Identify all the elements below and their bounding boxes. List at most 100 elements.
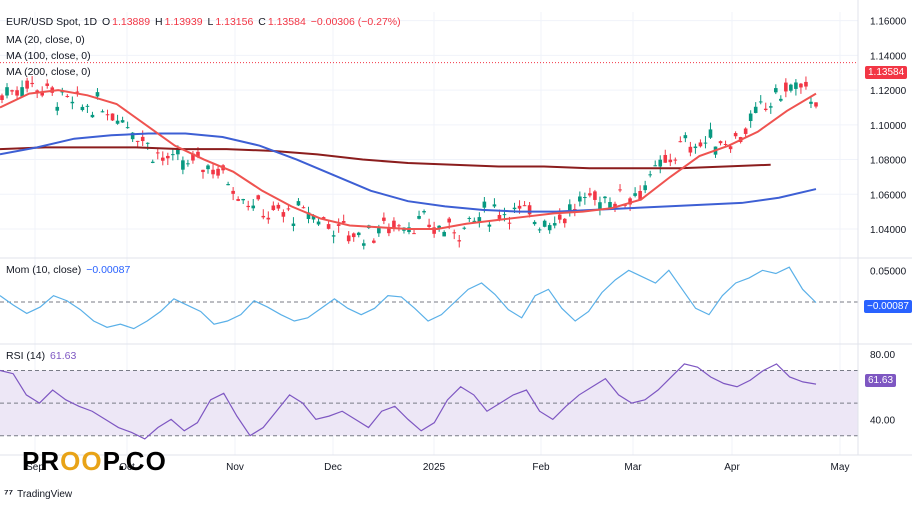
candle-body bbox=[487, 224, 492, 227]
candle-body bbox=[583, 197, 587, 199]
candle-body bbox=[608, 202, 612, 210]
candle-body bbox=[482, 201, 487, 208]
candle-body bbox=[507, 222, 512, 224]
candle-body bbox=[794, 82, 798, 89]
candle-body bbox=[623, 204, 627, 206]
candle-body bbox=[748, 113, 753, 121]
candle-body bbox=[181, 160, 185, 170]
candle-body bbox=[251, 205, 256, 209]
candle-body bbox=[176, 149, 180, 155]
candle-body bbox=[0, 95, 4, 101]
candle-body bbox=[372, 240, 376, 243]
candle-body bbox=[281, 212, 286, 217]
candle-body bbox=[276, 204, 281, 209]
candle-body bbox=[261, 215, 266, 218]
candle-body bbox=[382, 217, 386, 221]
mom-tag: −0.00087 bbox=[864, 300, 912, 313]
candle-body bbox=[5, 87, 9, 96]
candle-body bbox=[743, 128, 748, 134]
candle-body bbox=[115, 120, 120, 124]
price-tick-label: 1.12000 bbox=[870, 86, 907, 97]
candle-body bbox=[266, 217, 271, 220]
candle-body bbox=[809, 101, 813, 104]
brand-part-1: PR bbox=[22, 446, 61, 476]
candle-body bbox=[567, 204, 572, 211]
candle-body bbox=[186, 163, 190, 165]
price-tag: 1.13584 bbox=[865, 66, 908, 79]
candle-body bbox=[361, 243, 366, 246]
candle-body bbox=[120, 120, 125, 123]
candle-body bbox=[55, 106, 60, 111]
mom-tick-label: 0.05000 bbox=[870, 266, 907, 277]
low-label: L bbox=[207, 16, 214, 28]
candle-body bbox=[70, 101, 75, 104]
candle-body bbox=[603, 196, 607, 199]
tradingview-footer[interactable]: ⁷⁷ TradingView bbox=[4, 488, 72, 500]
candle-body bbox=[728, 146, 733, 150]
candle-body bbox=[774, 88, 778, 93]
candle-body bbox=[291, 223, 296, 227]
candle-body bbox=[397, 225, 401, 227]
brand-eyes: OO bbox=[60, 446, 103, 476]
candle-body bbox=[316, 221, 321, 225]
candle-body bbox=[562, 218, 567, 224]
candle-body bbox=[246, 205, 251, 208]
candle-body bbox=[467, 217, 472, 219]
price-tick-label: 1.04000 bbox=[870, 225, 907, 236]
rsi-label: RSI (14) bbox=[6, 350, 46, 362]
candle-body bbox=[60, 91, 65, 93]
candle-body bbox=[542, 220, 547, 227]
candle-body bbox=[578, 196, 582, 202]
candle-body bbox=[311, 215, 316, 220]
candle-body bbox=[241, 199, 245, 201]
candle-body bbox=[105, 114, 110, 116]
rsi-legend[interactable]: RSI (14) 61.63 bbox=[6, 350, 78, 362]
candle-body bbox=[472, 220, 477, 223]
candle-body bbox=[442, 231, 446, 237]
candle-body bbox=[658, 159, 663, 167]
high-label: H bbox=[155, 16, 163, 28]
ma100-legend[interactable]: MA (100, close, 0) bbox=[6, 50, 91, 62]
mom-legend[interactable]: Mom (10, close) −0.00087 bbox=[6, 264, 132, 276]
candle-body bbox=[789, 84, 793, 91]
tradingview-icon: ⁷⁷ bbox=[4, 488, 14, 500]
candle-body bbox=[356, 232, 361, 236]
candle-body bbox=[15, 90, 19, 96]
high-value: 1.13939 bbox=[164, 16, 203, 28]
candle-body bbox=[517, 205, 522, 209]
momentum-layer bbox=[0, 266, 858, 330]
candle-body bbox=[452, 232, 457, 234]
close-value: 1.13584 bbox=[267, 16, 306, 28]
time-tick-label: Mar bbox=[624, 462, 642, 473]
mom-label: Mom (10, close) bbox=[6, 264, 82, 276]
candle-body bbox=[35, 90, 39, 93]
ma200-legend[interactable]: MA (200, close, 0) bbox=[6, 66, 91, 78]
candle-body bbox=[75, 91, 80, 93]
rsi-layer bbox=[0, 363, 858, 440]
price-tick-label: 1.06000 bbox=[870, 190, 907, 201]
candle-body bbox=[678, 141, 683, 143]
candle-body bbox=[527, 205, 532, 215]
candle-body bbox=[95, 92, 100, 97]
candle-body bbox=[512, 207, 517, 210]
candle-body bbox=[693, 146, 698, 149]
candle-body bbox=[753, 106, 758, 113]
ma20-legend[interactable]: MA (20, close, 0) bbox=[6, 34, 85, 46]
candle-body bbox=[779, 98, 783, 101]
symbol-label[interactable]: EUR/USD Spot, 1D bbox=[6, 16, 98, 28]
candle-body bbox=[618, 189, 622, 191]
candle-body bbox=[216, 168, 220, 176]
moving-averages-layer bbox=[0, 89, 817, 230]
candle-body bbox=[206, 165, 210, 170]
time-tick-label: Apr bbox=[724, 462, 740, 473]
candle-body bbox=[573, 209, 577, 211]
rsi-value: 61.63 bbox=[50, 350, 77, 362]
candle-body bbox=[271, 205, 276, 211]
candle-body bbox=[427, 224, 431, 227]
time-tick-label: Oct bbox=[119, 462, 135, 473]
candle-body bbox=[326, 224, 331, 229]
ma100-line bbox=[0, 132, 817, 213]
ma20-line bbox=[0, 89, 817, 230]
candle-body bbox=[477, 217, 482, 223]
